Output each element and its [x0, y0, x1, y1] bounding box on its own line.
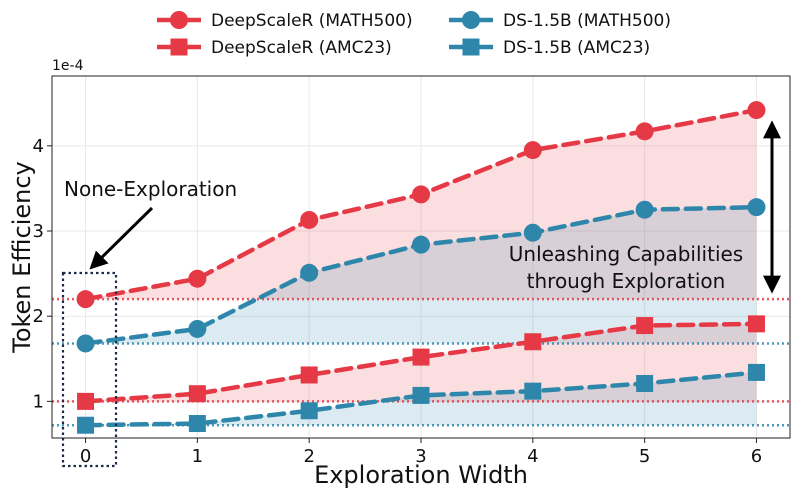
data-point: [524, 333, 542, 351]
data-point: [188, 385, 206, 403]
data-point: [188, 415, 206, 433]
data-point: [300, 263, 319, 282]
unleashing-label-line2: through Exploration: [527, 269, 726, 293]
x-tick-label: 5: [639, 446, 650, 467]
data-point: [523, 223, 542, 242]
data-point: [747, 198, 766, 217]
x-tick-label: 6: [751, 446, 762, 467]
data-point: [747, 315, 765, 333]
data-point: [300, 366, 318, 384]
legend-marker: [462, 38, 480, 56]
data-point: [747, 101, 766, 120]
y-tick-label: 4: [33, 136, 44, 157]
data-point: [636, 317, 654, 335]
legend-label: DeepScaleR (MATH500): [211, 11, 413, 31]
data-point: [524, 382, 542, 400]
series-markers: [76, 101, 766, 434]
data-point: [412, 185, 430, 204]
none-exploration-label: None-Exploration: [64, 177, 237, 201]
data-point: [635, 122, 654, 141]
legend-label: DS-1.5B (MATH500): [503, 11, 671, 31]
none-exploration-arrow: [89, 206, 154, 270]
y-tick-label: 1: [33, 391, 44, 412]
data-point: [523, 141, 542, 160]
x-tick-label: 1: [192, 446, 203, 467]
data-point: [77, 392, 95, 410]
data-point: [76, 334, 95, 353]
legend-marker: [462, 11, 480, 29]
x-tick-label: 4: [527, 446, 538, 467]
x-tick-label: 3: [415, 446, 426, 467]
data-point: [412, 386, 430, 404]
data-point: [635, 200, 654, 219]
reference-lines: [52, 297, 790, 427]
y-axis-title: Token Efficiency: [8, 161, 36, 354]
x-axis-title: Exploration Width: [314, 461, 528, 489]
data-point: [188, 269, 207, 288]
legend: DeepScaleR (MATH500) DS-1.5B (MATH500) Dee…: [157, 11, 671, 58]
data-point: [300, 210, 319, 229]
x-tick-label: 2: [303, 446, 314, 467]
data-point: [300, 402, 318, 420]
x-tick-label: 0: [80, 446, 91, 467]
y-tick-label: 2: [33, 306, 44, 327]
data-point: [188, 319, 207, 338]
data-point: [412, 348, 430, 366]
data-point: [412, 235, 430, 254]
grid: [52, 76, 790, 438]
legend-marker: [170, 11, 188, 29]
area-fill: [85, 207, 757, 344]
legend-label: DeepScaleR (AMC23): [211, 38, 392, 58]
data-point: [77, 416, 95, 434]
y-axis-ticks: 1 2 3 4: [33, 136, 52, 412]
data-point: [747, 363, 765, 381]
unleashing-label-line1: Unleashing Capabilities: [509, 242, 743, 266]
none-exploration-highlight-box: [61, 271, 118, 468]
legend-marker: [170, 38, 188, 56]
y-tick-label: 3: [33, 221, 44, 242]
x-axis-ticks: 0 1 2 3 4 5 6: [80, 438, 762, 467]
legend-label: DS-1.5B (AMC23): [503, 38, 650, 58]
data-point: [636, 374, 654, 392]
area-fill: [85, 110, 757, 300]
data-point: [76, 290, 95, 309]
y-exponent-label: 1e-4: [52, 58, 84, 74]
